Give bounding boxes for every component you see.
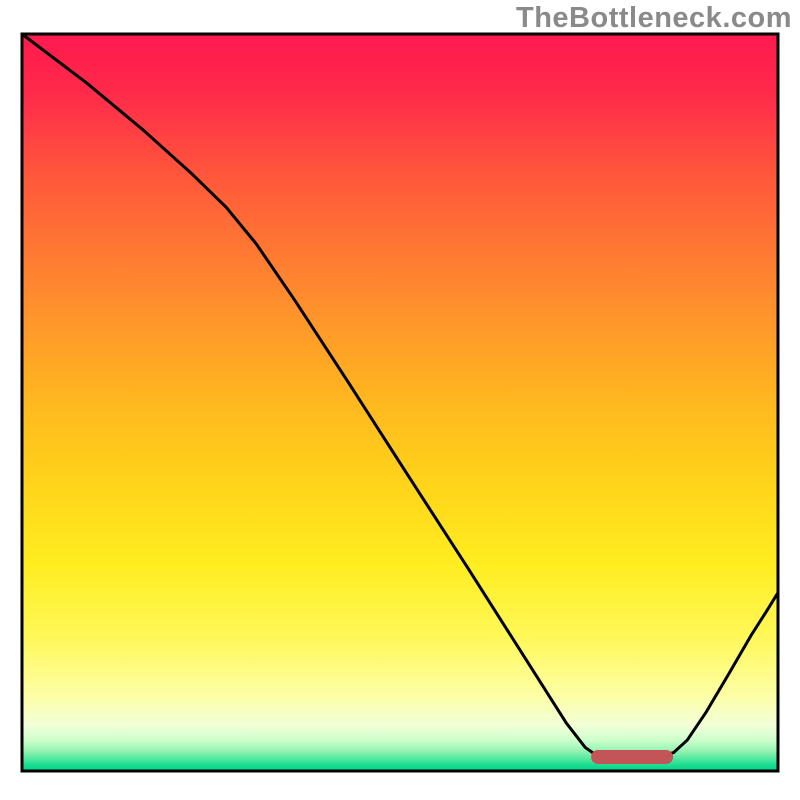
- bottleneck-plot: [0, 0, 800, 800]
- watermark-text: TheBottleneck.com: [516, 2, 792, 35]
- chart-container: TheBottleneck.com: [0, 0, 800, 800]
- gradient-background: [22, 34, 778, 771]
